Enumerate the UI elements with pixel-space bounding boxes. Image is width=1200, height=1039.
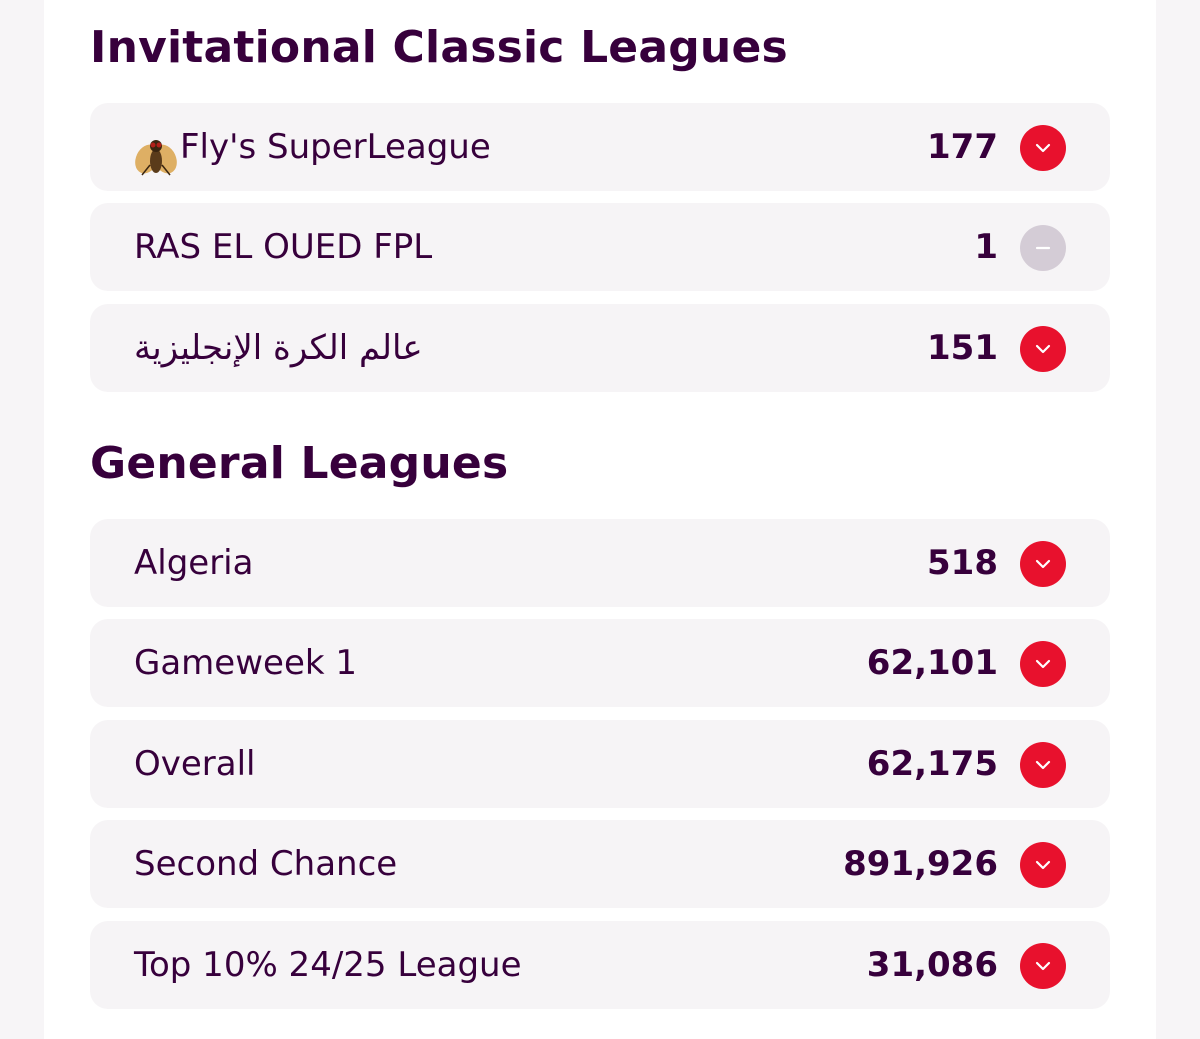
rank-down-icon bbox=[1020, 326, 1066, 372]
rank-down-icon bbox=[1020, 842, 1066, 888]
leagues-panel: Invitational Classic Leagues Fly's Super… bbox=[44, 0, 1156, 1039]
league-name: Algeria bbox=[134, 543, 254, 583]
league-name-text: Fly's SuperLeague bbox=[180, 127, 491, 167]
rank-down-icon bbox=[1020, 641, 1066, 687]
league-rank: 518 bbox=[927, 543, 998, 583]
league-name: Fly's SuperLeague bbox=[134, 103, 491, 191]
league-row-gameweek-1[interactable]: Gameweek 1 62,101 bbox=[90, 619, 1110, 707]
league-row-second-chance[interactable]: Second Chance 891,926 bbox=[90, 820, 1110, 908]
league-name: RAS EL OUED FPL bbox=[134, 227, 433, 267]
league-row-top-10-percent[interactable]: Top 10% 24/25 League 31,086 bbox=[90, 921, 1110, 1009]
league-row-ras-el-oued-fpl[interactable]: RAS EL OUED FPL 1 bbox=[90, 203, 1110, 291]
rank-down-icon bbox=[1020, 742, 1066, 788]
league-name: Top 10% 24/25 League bbox=[134, 945, 522, 985]
rank-down-icon bbox=[1020, 125, 1066, 171]
league-rank: 62,175 bbox=[866, 744, 998, 784]
league-row-algeria[interactable]: Algeria 518 bbox=[90, 519, 1110, 607]
league-row-flys-superleague[interactable]: Fly's SuperLeague 177 bbox=[90, 103, 1110, 191]
league-row-arabic-league[interactable]: عالم الكرة الإنجليزية 151 bbox=[90, 304, 1110, 392]
general-leagues-heading: General Leagues bbox=[90, 438, 509, 489]
league-rank: 177 bbox=[927, 127, 998, 167]
rank-same-icon bbox=[1020, 225, 1066, 271]
rank-down-icon bbox=[1020, 943, 1066, 989]
league-name: Second Chance bbox=[134, 844, 398, 884]
league-name: Overall bbox=[134, 744, 256, 784]
league-rank: 1 bbox=[974, 227, 998, 267]
league-rank: 31,086 bbox=[866, 945, 998, 985]
league-name: عالم الكرة الإنجليزية bbox=[134, 328, 423, 368]
invitational-leagues-heading: Invitational Classic Leagues bbox=[90, 22, 788, 73]
fly-icon bbox=[134, 124, 178, 175]
league-name: Gameweek 1 bbox=[134, 643, 357, 683]
league-row-overall[interactable]: Overall 62,175 bbox=[90, 720, 1110, 808]
rank-down-icon bbox=[1020, 541, 1066, 587]
league-rank: 891,926 bbox=[843, 844, 998, 884]
league-rank: 62,101 bbox=[866, 643, 998, 683]
league-rank: 151 bbox=[927, 328, 998, 368]
